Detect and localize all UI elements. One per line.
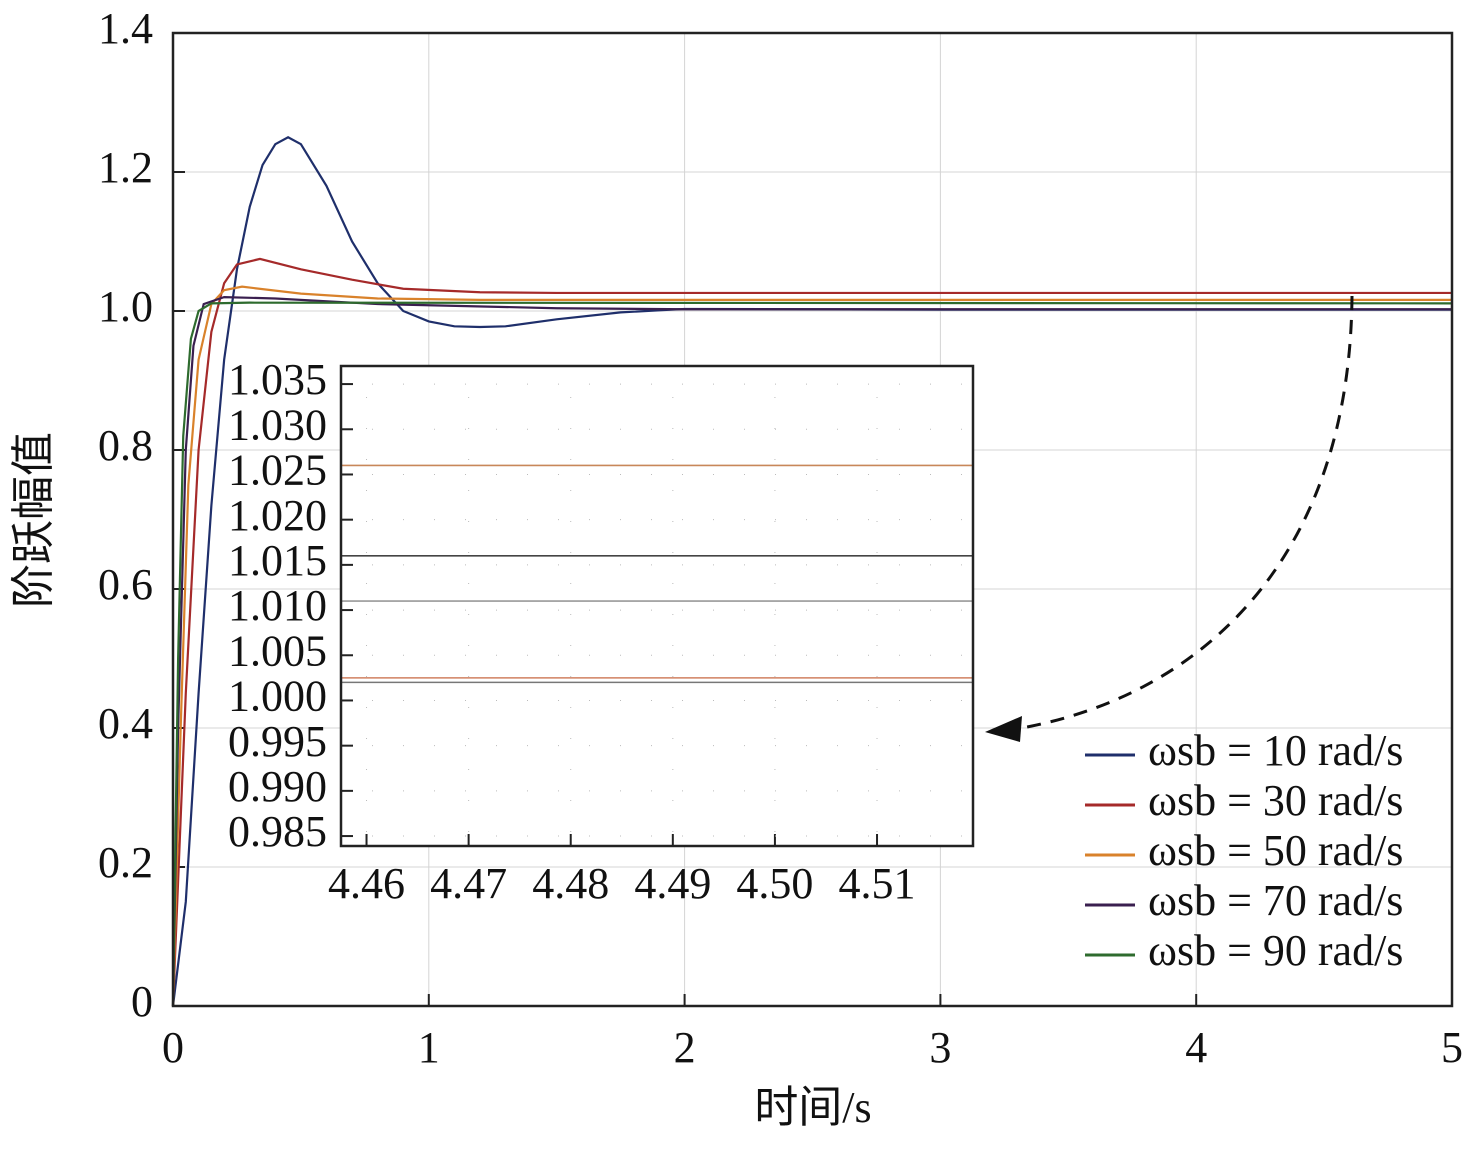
x-tick-label: 3: [929, 1023, 951, 1072]
x-tick-label: 4: [1185, 1023, 1207, 1072]
x-tick-label: 4.49: [634, 859, 711, 908]
x-tick-label: 2: [674, 1023, 696, 1072]
series-line: [171, 257, 1452, 1007]
y-tick-label: 1.010: [228, 581, 327, 630]
y-tick-label: 0.6: [98, 560, 153, 609]
y-tick-label: 0.985: [228, 807, 327, 856]
y-tick-label: 0.990: [228, 762, 327, 811]
x-tick-label: 4.51: [839, 859, 916, 908]
y-tick-label: 0.2: [98, 838, 153, 887]
x-tick-label: 4.50: [736, 859, 813, 908]
legend-label: ωsb = 70 rad/s: [1148, 876, 1403, 925]
y-tick-label: 1.4: [98, 4, 153, 53]
y-tick-label: 1.020: [228, 491, 327, 540]
y-tick-label: 0: [131, 977, 153, 1026]
inset-background: [341, 366, 973, 846]
series-line: [171, 285, 1452, 1007]
x-tick-label: 0: [162, 1023, 184, 1072]
arrow-head: [985, 716, 1022, 742]
legend-label: ωsb = 50 rad/s: [1148, 826, 1403, 875]
y-tick-label: 1.000: [228, 672, 327, 721]
series-line: [171, 135, 1452, 1007]
x-tick-label: 4.47: [430, 859, 507, 908]
x-axis-label: 时间/s: [754, 1083, 871, 1132]
y-tick-label: 1.025: [228, 446, 327, 495]
y-tick-label: 1.0: [98, 282, 153, 331]
y-tick-label: 1.005: [228, 626, 327, 675]
legend-label: ωsb = 30 rad/s: [1148, 776, 1403, 825]
plot-frame: [171, 31, 1454, 1008]
y-tick-label: 0.995: [228, 717, 327, 766]
y-tick-label: 1.030: [228, 400, 327, 449]
x-tick-label: 1: [418, 1023, 440, 1072]
x-tick-label: 5: [1441, 1023, 1463, 1072]
x-tick-label: 4.46: [328, 859, 405, 908]
y-tick-label: 0.4: [98, 699, 153, 748]
annotation-arrow: [1009, 295, 1354, 732]
y-axis-label: 阶跃幅值: [9, 432, 58, 608]
y-tick-label: 1.2: [98, 143, 153, 192]
series-line: [171, 301, 1453, 1007]
y-tick-label: 1.035: [228, 355, 327, 404]
y-tick-label: 1.015: [228, 536, 327, 585]
series-line: [171, 295, 1452, 1007]
y-tick-label: 0.8: [98, 421, 153, 470]
plot-frame: [339, 364, 975, 848]
x-tick-label: 4.48: [532, 859, 609, 908]
legend-label: ωsb = 90 rad/s: [1148, 926, 1403, 975]
legend-label: ωsb = 10 rad/s: [1148, 726, 1403, 775]
